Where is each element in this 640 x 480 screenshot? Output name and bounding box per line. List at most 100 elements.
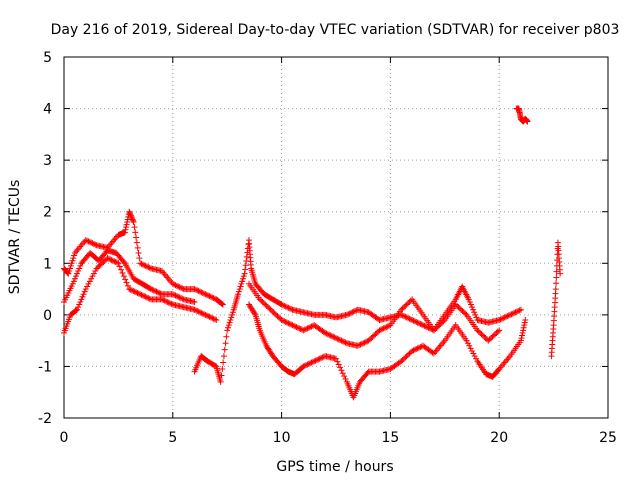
data-point xyxy=(409,317,416,324)
data-point-interpolated xyxy=(168,291,175,298)
data-point xyxy=(365,337,372,344)
data-point-interpolated xyxy=(88,275,95,282)
data-point-interpolated xyxy=(342,375,349,382)
data-point-interpolated xyxy=(341,373,348,380)
data-point-interpolated xyxy=(93,255,100,262)
data-point-interpolated xyxy=(129,215,135,222)
data-point-interpolated xyxy=(201,290,208,297)
data-point-interpolated xyxy=(141,262,148,269)
data-point-interpolated xyxy=(342,312,349,319)
data-point xyxy=(202,291,209,298)
data-point-interpolated xyxy=(255,294,262,301)
data-point-interpolated xyxy=(268,350,275,357)
data-point-interpolated xyxy=(123,279,130,286)
data-point-interpolated xyxy=(456,305,463,312)
data-point-interpolated xyxy=(100,258,107,265)
data-point-interpolated xyxy=(267,295,274,302)
data-point-interpolated xyxy=(294,324,301,331)
data-point-interpolated xyxy=(367,336,373,343)
data-point-interpolated xyxy=(313,356,320,363)
data-point-interpolated xyxy=(405,300,412,307)
data-point-interpolated xyxy=(493,329,500,336)
data-point xyxy=(213,317,220,324)
data-point-interpolated xyxy=(497,316,504,323)
data-point-interpolated xyxy=(494,328,501,335)
y-tick-label: -2 xyxy=(38,411,52,427)
data-point xyxy=(496,327,503,334)
data-point-interpolated xyxy=(139,261,146,268)
data-point-interpolated xyxy=(141,293,148,300)
data-point-interpolated xyxy=(298,365,305,372)
data-point-interpolated xyxy=(76,301,83,308)
data-point-interpolated xyxy=(221,346,228,353)
data-point-interpolated xyxy=(146,295,153,302)
y-tick-label: 2 xyxy=(43,205,52,221)
data-point-interpolated xyxy=(133,239,140,246)
data-point-interpolated xyxy=(234,293,241,300)
data-point-interpolated xyxy=(403,301,410,308)
data-point-interpolated xyxy=(133,234,140,241)
data-point-interpolated xyxy=(239,278,246,285)
data-point xyxy=(202,311,209,318)
data-point-interpolated xyxy=(288,321,295,328)
y-tick-label: 3 xyxy=(43,153,52,169)
data-point-interpolated xyxy=(129,216,136,223)
data-point-interpolated xyxy=(324,331,331,338)
data-point-interpolated xyxy=(440,318,447,325)
data-point-interpolated xyxy=(414,345,421,352)
data-point xyxy=(278,317,285,324)
data-point-interpolated xyxy=(66,268,73,275)
data-point-interpolated xyxy=(205,313,212,320)
data-point-interpolated xyxy=(406,315,413,322)
data-point-interpolated xyxy=(334,335,341,342)
data-point xyxy=(267,306,274,313)
data-point-interpolated xyxy=(301,362,308,369)
data-point-interpolated xyxy=(265,304,271,311)
data-point-interpolated xyxy=(556,266,563,273)
data-point-interpolated xyxy=(72,273,79,280)
data-point-interpolated xyxy=(418,309,425,316)
data-point-interpolated xyxy=(101,257,108,264)
data-point-interpolated xyxy=(421,322,428,329)
data-point-interpolated xyxy=(451,303,458,310)
data-point-interpolated xyxy=(123,224,130,231)
data-point-interpolated xyxy=(399,305,406,312)
data-point-interpolated xyxy=(285,304,292,311)
data-point-interpolated xyxy=(218,300,225,307)
data-point-interpolated xyxy=(475,328,482,335)
data-point-interpolated xyxy=(109,257,116,264)
data-point-interpolated xyxy=(76,265,83,272)
data-point-interpolated xyxy=(84,237,91,244)
series-track-d xyxy=(191,237,524,385)
data-point-interpolated xyxy=(299,308,305,315)
data-point-interpolated xyxy=(97,261,104,268)
data-point-interpolated xyxy=(163,298,169,305)
data-point-interpolated xyxy=(160,297,167,304)
y-tick-label: -1 xyxy=(38,359,52,375)
data-point-interpolated xyxy=(399,312,406,319)
data-point-interpolated xyxy=(164,298,171,305)
data-point-interpolated xyxy=(173,293,180,300)
data-point-interpolated xyxy=(286,305,293,312)
data-point-interpolated xyxy=(481,333,488,340)
data-point-interpolated xyxy=(145,264,152,271)
data-point-interpolated xyxy=(326,331,333,338)
x-tick-label: 10 xyxy=(273,430,291,446)
data-point xyxy=(517,306,524,313)
data-point xyxy=(137,260,144,267)
data-point-interpolated xyxy=(415,344,422,351)
data-point-interpolated xyxy=(134,289,141,296)
data-point-interpolated xyxy=(105,255,112,262)
data-point-interpolated xyxy=(247,261,254,268)
data-point-interpolated xyxy=(414,319,421,326)
data-point-interpolated xyxy=(518,335,525,342)
data-point-interpolated xyxy=(81,288,88,295)
data-point-interpolated xyxy=(505,354,512,361)
data-point-interpolated xyxy=(361,339,368,346)
data-point-interpolated xyxy=(358,340,365,347)
data-point-interpolated xyxy=(258,297,265,304)
data-point-interpolated xyxy=(209,315,216,322)
data-point-interpolated xyxy=(494,367,501,374)
data-point-interpolated xyxy=(435,323,441,330)
data-point-interpolated xyxy=(279,317,286,324)
